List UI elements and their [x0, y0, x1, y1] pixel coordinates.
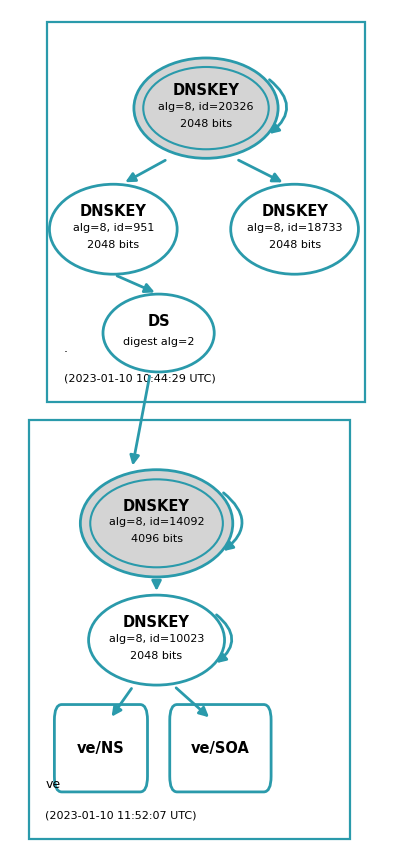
Ellipse shape	[89, 595, 225, 685]
Text: DNSKEY: DNSKEY	[123, 498, 190, 514]
Text: (2023-01-10 10:44:29 UTC): (2023-01-10 10:44:29 UTC)	[64, 373, 215, 383]
Ellipse shape	[143, 67, 269, 150]
FancyArrowPatch shape	[224, 493, 242, 549]
Text: 2048 bits: 2048 bits	[131, 650, 183, 661]
Text: (2023-01-10 11:52:07 UTC): (2023-01-10 11:52:07 UTC)	[45, 810, 197, 820]
Text: alg=8, id=18733: alg=8, id=18733	[247, 223, 342, 234]
Text: alg=8, id=10023: alg=8, id=10023	[109, 634, 204, 644]
Text: .: .	[64, 342, 68, 355]
Text: digest alg=2: digest alg=2	[123, 336, 194, 347]
Text: ve/NS: ve/NS	[77, 740, 125, 756]
Ellipse shape	[103, 294, 214, 372]
Text: alg=8, id=14092: alg=8, id=14092	[109, 517, 204, 528]
Text: DNSKEY: DNSKEY	[261, 204, 328, 220]
Text: DNSKEY: DNSKEY	[173, 83, 239, 99]
FancyArrowPatch shape	[269, 80, 287, 132]
FancyBboxPatch shape	[170, 704, 271, 792]
FancyBboxPatch shape	[54, 704, 147, 792]
Ellipse shape	[49, 184, 177, 274]
Ellipse shape	[90, 479, 223, 567]
Text: DNSKEY: DNSKEY	[80, 204, 147, 220]
FancyBboxPatch shape	[47, 22, 365, 402]
Text: DNSKEY: DNSKEY	[123, 615, 190, 631]
Text: alg=8, id=20326: alg=8, id=20326	[158, 102, 254, 112]
Ellipse shape	[134, 58, 278, 158]
Text: 2048 bits: 2048 bits	[180, 119, 232, 129]
Text: ve/SOA: ve/SOA	[191, 740, 250, 756]
Text: 2048 bits: 2048 bits	[87, 240, 139, 250]
Ellipse shape	[231, 184, 358, 274]
Text: 2048 bits: 2048 bits	[269, 240, 321, 250]
FancyArrowPatch shape	[217, 615, 232, 661]
Ellipse shape	[80, 470, 233, 577]
FancyBboxPatch shape	[29, 420, 350, 839]
Text: alg=8, id=951: alg=8, id=951	[73, 223, 154, 234]
Text: 4096 bits: 4096 bits	[131, 534, 183, 544]
Text: DS: DS	[147, 314, 170, 330]
Text: ve: ve	[45, 778, 61, 791]
